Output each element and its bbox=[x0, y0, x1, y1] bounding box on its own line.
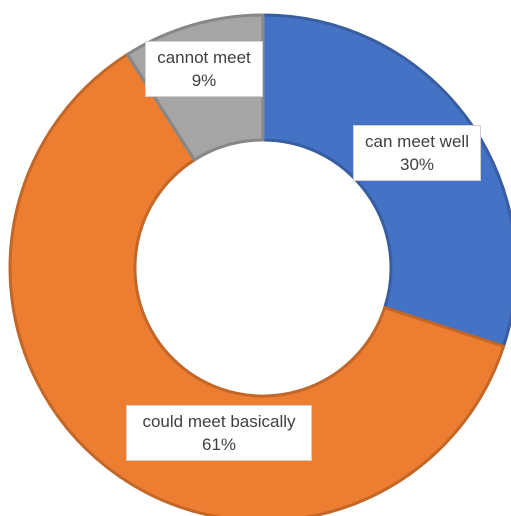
slice-percent: 30% bbox=[399, 155, 435, 174]
slice-name: could meet basically bbox=[142, 412, 296, 431]
slice-percent: 9% bbox=[191, 71, 217, 90]
data-label-cannot-meet: cannot meet 9% bbox=[145, 41, 263, 97]
data-label-can-meet-well: can meet well 30% bbox=[353, 125, 481, 181]
slice-could-meet-basically bbox=[8, 52, 506, 516]
slice-percent: 61% bbox=[201, 435, 237, 454]
slice-name: cannot meet bbox=[157, 48, 251, 67]
slice-name: can meet well bbox=[365, 132, 469, 151]
data-label-could-meet-basically: could meet basically 61% bbox=[126, 405, 312, 461]
